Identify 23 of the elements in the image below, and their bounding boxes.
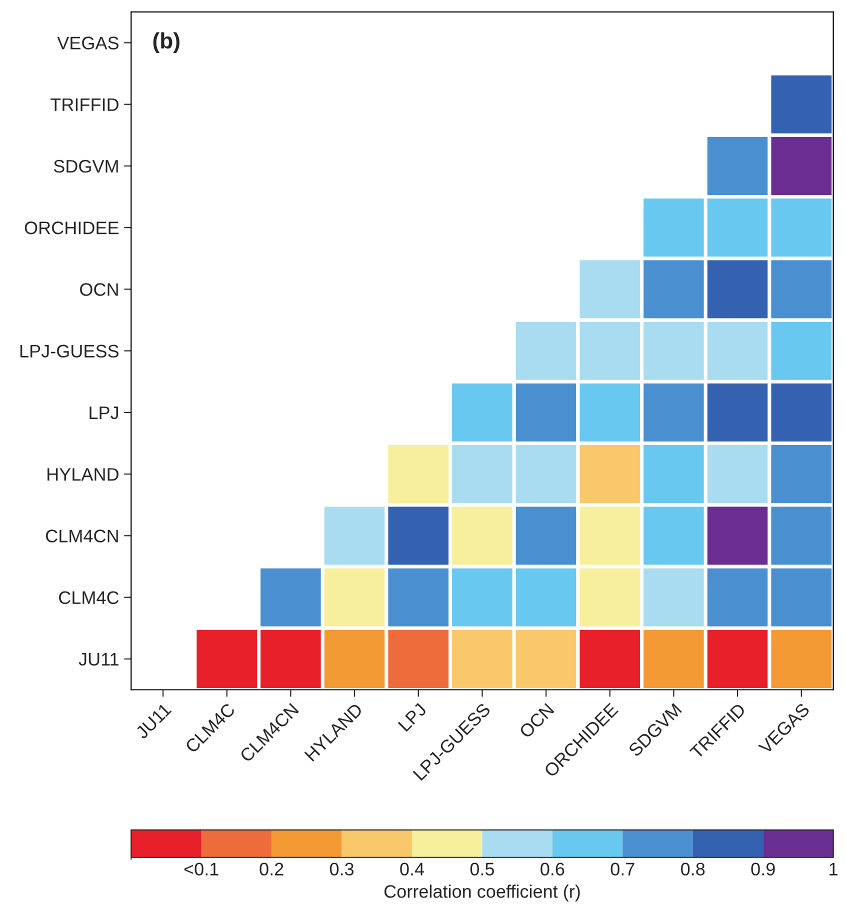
color-bar-label: 1	[830, 862, 838, 876]
color-bar-label: 0.7	[610, 862, 634, 876]
y-tick-label: VEGAS	[57, 36, 118, 50]
y-tick-label: ORCHIDEE	[24, 222, 119, 234]
y-tick-label: CLM4C	[59, 591, 119, 604]
y-tick-label: HYLAND	[48, 468, 118, 481]
color-bar-label: 0.5	[470, 862, 494, 876]
color-bar-label: 0.6	[540, 862, 564, 876]
annotation: (b)	[153, 32, 180, 53]
color-bar-label: 0.2	[260, 862, 284, 876]
y-tick-label: LPJ	[90, 406, 118, 420]
color-bar-label: 0.3	[330, 862, 354, 876]
y-tick-label: TRIFFID	[50, 98, 118, 111]
color-bar-label: 0.4	[400, 862, 424, 876]
y-tick-label: SDGVM	[54, 160, 118, 173]
y-tick-label: CLM4CN	[46, 530, 118, 542]
color-bar-title: Correlation coefficient (r)	[384, 884, 580, 902]
y-tick-label: JU11	[78, 653, 118, 666]
color-bar-label: <0.1	[184, 862, 218, 876]
color-bar-label: 0.8	[681, 862, 705, 876]
color-bar-label: 0.9	[751, 862, 775, 876]
y-tick-label: OCN	[80, 283, 118, 296]
y-tick-label: LPJ-GUESS	[20, 344, 118, 358]
